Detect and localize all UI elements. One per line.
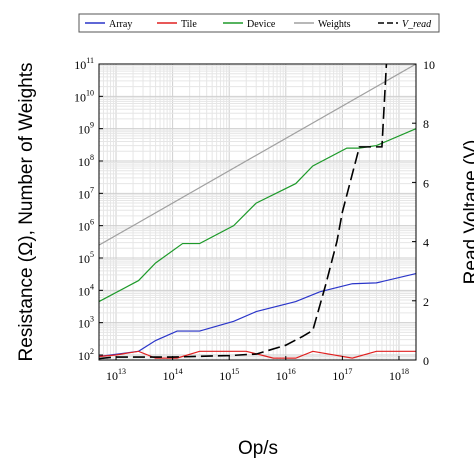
legend-label: Weights	[318, 19, 351, 30]
legend: Array Tile Device Weights V_read	[78, 13, 440, 33]
legend-box	[78, 13, 440, 33]
left-tick-label: 102	[78, 347, 94, 363]
series-line-tile	[98, 350, 416, 359]
legend-label: Tile	[181, 19, 197, 30]
left-tick-label: 105	[78, 250, 94, 266]
x-tick-label: 1013	[106, 367, 126, 383]
x-axis-label: Op/s	[238, 438, 278, 459]
left-tick-label: 109	[78, 121, 94, 137]
right-tick-label: 2	[423, 295, 429, 309]
series-line-device	[98, 128, 417, 303]
right-tick-label: 4	[423, 236, 429, 250]
legend-label: V_read	[402, 19, 432, 30]
x-tick-label: 1018	[389, 367, 409, 383]
left-tick-label: 1010	[74, 88, 94, 104]
left-tick-label: 104	[78, 282, 94, 298]
right-axis-ticks: 0 2 4 6 8 10	[412, 58, 435, 368]
y-axis-label-left: Resistance (Ω), Number of Weights	[16, 63, 37, 362]
right-tick-label: 8	[423, 117, 429, 131]
left-tick-label: 1011	[74, 56, 94, 72]
left-tick-label: 103	[78, 315, 94, 331]
right-tick-label: 10	[423, 58, 435, 72]
series-line-weights	[98, 63, 417, 246]
y-axis-label-right: Read Voltage (V)	[461, 140, 474, 285]
legend-label: Device	[247, 19, 276, 30]
left-tick-label: 106	[78, 218, 94, 234]
series-layer	[98, 63, 417, 360]
x-tick-label: 1015	[219, 367, 239, 383]
right-tick-label: 6	[423, 176, 429, 190]
left-axis-ticks: 102 103 104 105 106 107 108 109 1010 1011	[74, 56, 103, 363]
plot-frame	[98, 63, 417, 361]
grid	[98, 63, 417, 361]
series-line-array	[98, 272, 417, 358]
x-tick-label: 1016	[276, 367, 296, 383]
left-tick-label: 108	[78, 153, 94, 169]
x-axis-ticks: 1013 1014 1015 1016 1017 1018	[106, 356, 409, 383]
legend-label: Array	[109, 19, 132, 30]
x-tick-label: 1017	[332, 367, 352, 383]
x-tick-label: 1014	[163, 367, 183, 383]
right-tick-label: 0	[423, 354, 429, 368]
series-line-v-read	[98, 63, 388, 360]
left-tick-label: 107	[78, 185, 94, 201]
